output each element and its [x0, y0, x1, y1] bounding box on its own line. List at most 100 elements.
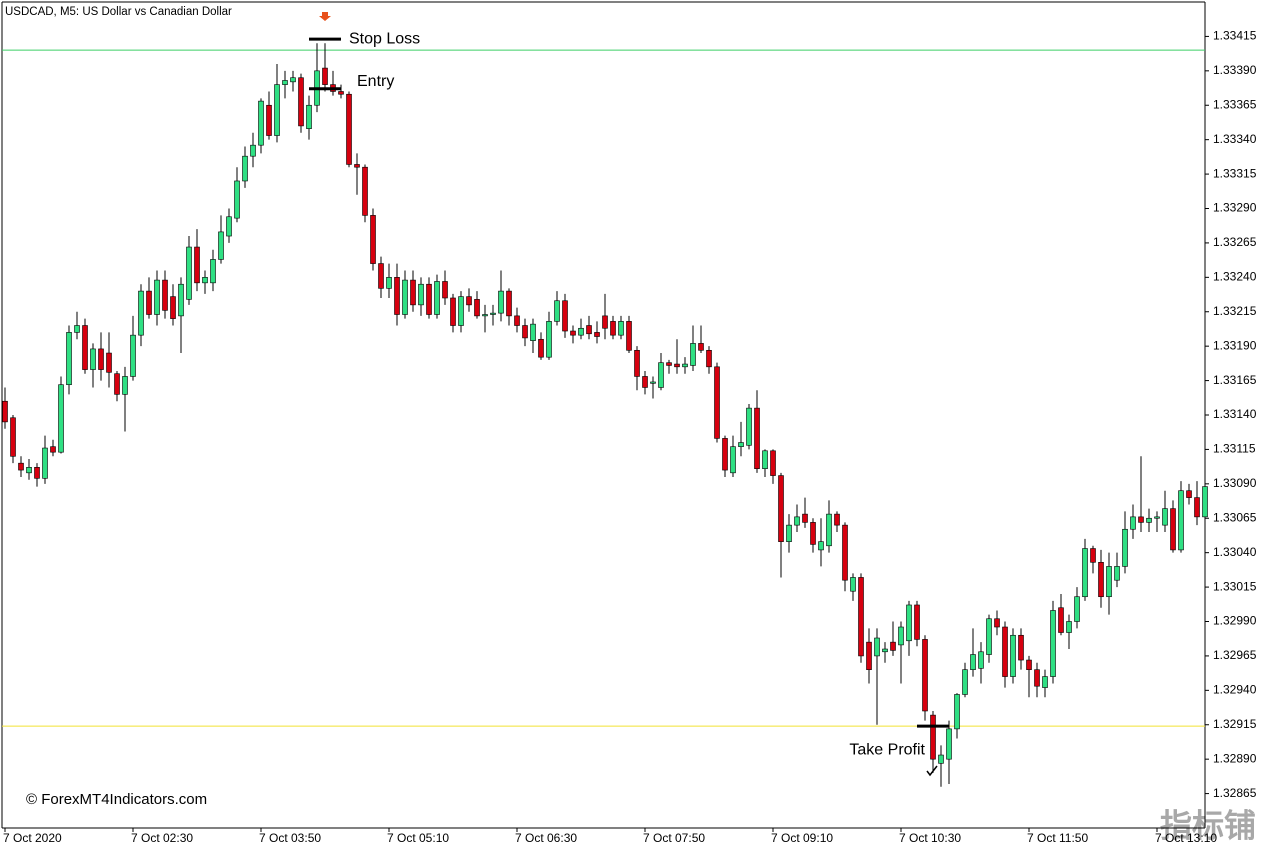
candle-body [674, 363, 680, 368]
candle-body [954, 694, 960, 730]
candle-body [1042, 676, 1048, 688]
candle-body [906, 604, 912, 642]
candle-body [570, 330, 576, 336]
candle-body [218, 231, 224, 260]
candle-body [1002, 626, 1008, 677]
candle-body [258, 100, 264, 146]
candle-body [386, 277, 392, 289]
x-tick-label: 7 Oct 06:30 [515, 831, 577, 845]
candle-body [858, 577, 864, 657]
candle-body [554, 300, 560, 322]
y-tick-label: 1.33015 [1213, 579, 1257, 593]
candle-body [1074, 596, 1080, 622]
candle-body [994, 618, 1000, 628]
candle-body [58, 384, 64, 453]
candle-body [226, 216, 232, 237]
candle-body [434, 281, 440, 315]
candle-body [10, 417, 16, 457]
candle-body [738, 442, 744, 447]
candle-body [834, 513, 840, 526]
check-mark [926, 765, 938, 777]
candle-body [866, 641, 872, 670]
candle-body [370, 215, 376, 264]
corner-watermark: 指标铺 [1160, 807, 1256, 843]
candle-body [34, 467, 40, 479]
candle-body [562, 300, 568, 332]
candle-body [362, 166, 368, 216]
candle-body [394, 277, 400, 315]
candle-body [962, 669, 968, 695]
candle-body [490, 312, 496, 315]
candle-body [818, 541, 824, 551]
y-tick-label: 1.32965 [1213, 648, 1257, 662]
y-tick-label: 1.33115 [1213, 442, 1256, 456]
candle-body [306, 104, 312, 129]
candle-body [1170, 508, 1176, 551]
candle-body [1090, 548, 1096, 563]
candle-body [1114, 566, 1120, 581]
candle-body [210, 259, 216, 284]
candle-body [1106, 566, 1112, 598]
candle-body [474, 299, 480, 317]
candle-body [810, 522, 816, 545]
sell-arrow [319, 12, 331, 21]
candle-body [762, 450, 768, 469]
candle-body [202, 277, 208, 284]
candle-body [402, 279, 408, 315]
x-tick-label: 7 Oct 2020 [3, 831, 62, 845]
y-tick-label: 1.33365 [1213, 97, 1257, 111]
candle-body [186, 246, 192, 300]
candle-body [602, 315, 608, 329]
candle-body [754, 407, 760, 469]
candle-body [458, 296, 464, 326]
x-tick-label: 7 Oct 07:50 [643, 831, 705, 845]
candle-body [946, 728, 952, 760]
candle-body [1162, 508, 1168, 526]
candle-body [42, 447, 48, 479]
candle-body [106, 352, 112, 373]
candle-body [1154, 516, 1160, 519]
candle-body [442, 281, 448, 299]
candle-body [698, 343, 704, 351]
candle-body [610, 321, 616, 336]
chart-title: USDCAD, M5: US Dollar vs Canadian Dollar [5, 6, 232, 18]
candle-body [802, 513, 808, 523]
candle-body [1098, 562, 1104, 598]
candle-body [514, 315, 520, 326]
candle-body [18, 462, 24, 471]
candle-body [666, 362, 672, 366]
y-tick-label: 1.33065 [1213, 510, 1257, 524]
candle-body [778, 475, 784, 542]
x-tick-label: 7 Oct 02:30 [131, 831, 193, 845]
y-tick-label: 1.33290 [1213, 201, 1257, 215]
candle-body [1202, 486, 1208, 518]
candle-body [1130, 516, 1136, 530]
y-tick-label: 1.33190 [1213, 338, 1257, 352]
candle-body [130, 334, 136, 377]
candle-body [1050, 610, 1056, 677]
candle-body [74, 325, 80, 333]
candle-body [682, 363, 688, 368]
candle-body [786, 524, 792, 542]
candle-body [642, 376, 648, 388]
candle-body [234, 180, 240, 219]
annotation-label: Take Profit [849, 741, 925, 758]
y-tick-label: 1.33390 [1213, 63, 1257, 77]
candle-body [986, 618, 992, 655]
candle-body [1082, 548, 1088, 598]
candle-body [170, 296, 176, 319]
candle-body [98, 348, 104, 370]
candle-body [66, 332, 72, 386]
x-tick-label: 7 Oct 05:10 [387, 831, 449, 845]
candle-body [1018, 634, 1024, 661]
candle-body [138, 290, 144, 336]
candle-body [914, 604, 920, 640]
watermark: © ForexMT4Indicators.com [26, 791, 207, 808]
y-tick-label: 1.33090 [1213, 476, 1257, 490]
y-tick-label: 1.33415 [1213, 29, 1257, 43]
candle-body [26, 467, 32, 474]
candle-body [338, 91, 344, 95]
candle-body [690, 343, 696, 366]
x-tick-label: 7 Oct 10:30 [899, 831, 961, 845]
